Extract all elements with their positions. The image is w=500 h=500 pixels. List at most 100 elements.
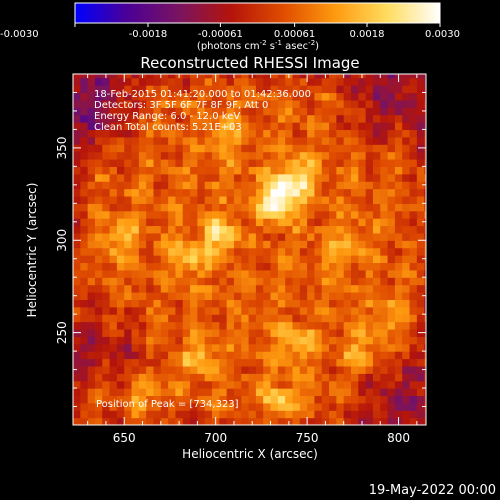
heatmap-cell xyxy=(138,225,147,234)
heatmap-cell xyxy=(182,351,191,360)
heatmap-cell xyxy=(343,269,352,278)
heatmap-cell xyxy=(226,417,235,425)
heatmap-cell xyxy=(380,77,389,86)
heatmap-cell xyxy=(190,218,198,227)
heatmap-cell xyxy=(124,129,133,138)
heatmap-cell xyxy=(299,203,308,212)
heatmap-cell xyxy=(73,284,81,293)
heatmap-cell xyxy=(329,417,337,425)
heatmap-cell xyxy=(138,99,147,108)
heatmap-cell xyxy=(285,92,294,101)
heatmap-cell xyxy=(219,136,228,145)
heatmap-cell xyxy=(226,373,235,382)
heatmap-cell xyxy=(336,255,345,264)
heatmap-cell xyxy=(80,255,89,264)
heatmap-cell xyxy=(285,129,294,138)
heatmap-cell xyxy=(146,240,155,249)
heatmap-cell xyxy=(182,410,191,419)
heatmap-cell xyxy=(146,402,155,411)
heatmap-cell xyxy=(307,144,316,153)
heatmap-cell xyxy=(321,255,330,264)
heatmap-cell xyxy=(102,188,111,197)
heatmap-cell xyxy=(409,99,418,108)
heatmap-cell xyxy=(94,74,103,79)
heatmap-cell xyxy=(329,151,337,160)
heatmap-cell xyxy=(380,373,389,382)
heatmap-cell xyxy=(233,314,242,323)
heatmap-cell xyxy=(233,284,242,293)
heatmap-cell xyxy=(124,262,133,271)
heatmap-cell xyxy=(321,136,330,145)
heatmap-cell xyxy=(307,77,316,86)
heatmap-cell xyxy=(219,158,228,167)
heatmap-cell xyxy=(204,74,213,79)
heatmap-cell xyxy=(219,203,228,212)
heatmap-cell xyxy=(351,136,359,145)
heatmap-cell xyxy=(263,269,272,278)
heatmap-cell xyxy=(387,291,396,300)
heatmap-cell xyxy=(314,85,323,94)
heatmap-cell xyxy=(299,158,308,167)
heatmap-cell xyxy=(402,136,411,145)
heatmap-cell xyxy=(241,240,250,249)
heatmap-image xyxy=(73,74,426,425)
heatmap-cell xyxy=(182,218,191,227)
heatmap-cell xyxy=(380,284,389,293)
heatmap-cell xyxy=(182,122,191,131)
heatmap-cell xyxy=(190,321,198,330)
heatmap-cell xyxy=(424,77,426,86)
heatmap-cell xyxy=(343,74,352,79)
heatmap-cell xyxy=(204,225,213,234)
heatmap-cell xyxy=(116,380,125,389)
heatmap-cell xyxy=(285,277,294,286)
heatmap-cell xyxy=(138,284,147,293)
heatmap-cell xyxy=(131,151,140,160)
heatmap-cell xyxy=(255,336,264,345)
heatmap-cell xyxy=(197,365,206,374)
heatmap-cell xyxy=(277,291,286,300)
heatmap-cell xyxy=(175,284,184,293)
heatmap-cell xyxy=(277,306,286,315)
heatmap-cell xyxy=(365,188,374,197)
heatmap-cell xyxy=(387,181,396,190)
heatmap-cell xyxy=(212,203,220,212)
heatmap-cell xyxy=(109,321,118,330)
heatmap-cell xyxy=(409,247,418,256)
heatmap-cell xyxy=(94,269,103,278)
heatmap-cell xyxy=(175,380,184,389)
heatmap-cell xyxy=(380,351,389,360)
heatmap-cell xyxy=(365,255,374,264)
heatmap-cell xyxy=(73,173,81,182)
heatmap-cell xyxy=(372,410,381,419)
heatmap-cell xyxy=(402,188,411,197)
heatmap-cell xyxy=(197,343,206,352)
heatmap-cell xyxy=(409,380,418,389)
heatmap-cell xyxy=(131,203,140,212)
heatmap-cell xyxy=(336,77,345,86)
heatmap-cell xyxy=(263,336,272,345)
heatmap-cell xyxy=(394,388,403,397)
heatmap-cell xyxy=(131,188,140,197)
heatmap-cell xyxy=(73,122,81,131)
heatmap-cell xyxy=(409,92,418,101)
heatmap-cell xyxy=(307,158,316,167)
heatmap-cell xyxy=(233,181,242,190)
heatmap-cell xyxy=(233,129,242,138)
heatmap-cell xyxy=(175,114,184,123)
heatmap-cell xyxy=(351,181,359,190)
heatmap-cell xyxy=(343,373,352,382)
heatmap-cell xyxy=(160,351,169,360)
heatmap-cell xyxy=(365,173,374,182)
heatmap-cell xyxy=(365,85,374,94)
heatmap-cell xyxy=(102,77,111,86)
heatmap-cell xyxy=(197,417,206,425)
heatmap-cell xyxy=(197,151,206,160)
heatmap-cell xyxy=(299,181,308,190)
heatmap-cell xyxy=(387,210,396,219)
heatmap-cell xyxy=(277,247,286,256)
heatmap-cell xyxy=(124,321,133,330)
heatmap-cell xyxy=(226,291,235,300)
heatmap-cell xyxy=(138,85,147,94)
heatmap-cell xyxy=(365,240,374,249)
heatmap-cell xyxy=(124,395,133,404)
